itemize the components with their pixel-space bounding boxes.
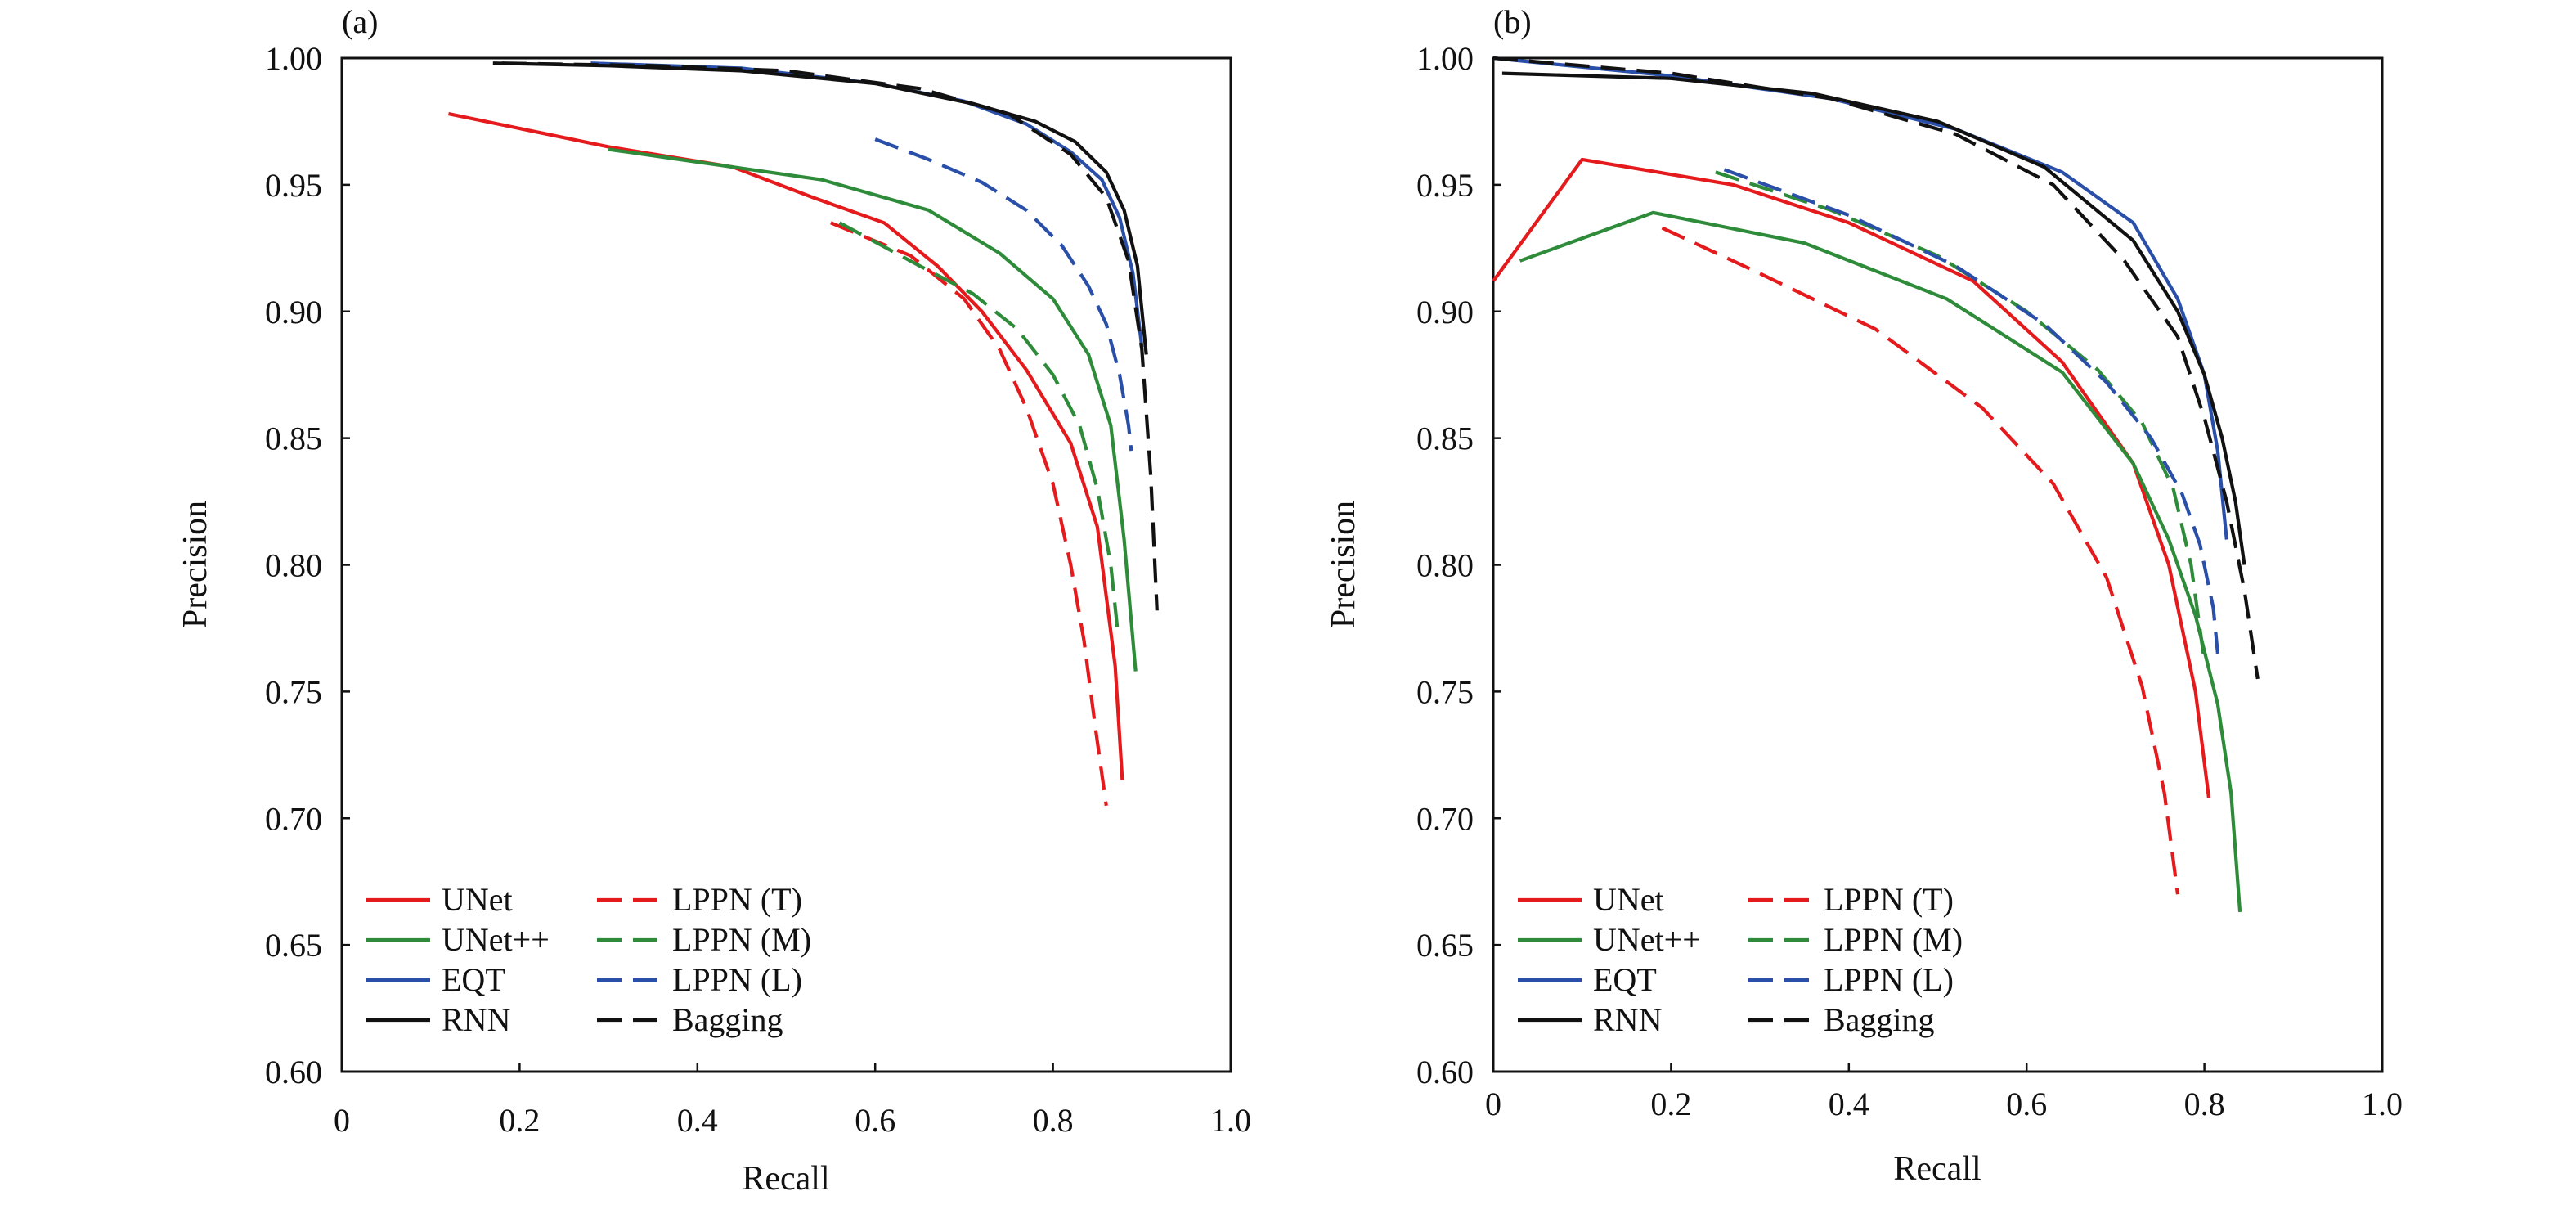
y-tick-label-b: 0.70: [1416, 800, 1474, 837]
legend-label-unet-a: UNet++: [442, 921, 550, 958]
y-tick-label-b: 0.95: [1416, 167, 1474, 204]
y-tick-label-b: 0.80: [1416, 547, 1474, 584]
y-tick-label-b: 0.60: [1416, 1054, 1474, 1090]
series-line-lppn-m-a: [838, 221, 1120, 634]
legend-label-lppn-l-a: LPPN (L): [672, 961, 802, 998]
panel-label-b: (b): [1493, 3, 1532, 40]
legend-label-bagging-b: Bagging: [1824, 1001, 1935, 1038]
panel-label-a: (a): [342, 3, 378, 40]
legend-label-lppn-t-b: LPPN (T): [1824, 881, 1954, 918]
legend-label-unet-b: UNet++: [1593, 921, 1701, 958]
x-tick-label-a: 0.8: [1033, 1102, 1074, 1139]
series-line-unet-b: [1492, 157, 2211, 798]
x-axis-title-a: Recall: [742, 1160, 829, 1198]
legend-label-unet-a: UNet: [442, 881, 513, 918]
x-tick-label-b: 0.6: [2006, 1086, 2047, 1122]
legend-label-unet-b: UNet: [1593, 881, 1664, 918]
series-line-bagging-b: [1492, 56, 2260, 680]
y-tick-label-a: 0.95: [265, 167, 322, 204]
y-axis-title-a: Precision: [177, 501, 214, 628]
legend-label-rnn-b: RNN: [1593, 1001, 1662, 1038]
series-line-lppn-t-b: [1661, 226, 2180, 895]
series-line-lppn-t-a: [830, 221, 1108, 807]
y-tick-label-b: 1.00: [1416, 40, 1474, 77]
y-tick-label-a: 0.80: [265, 547, 322, 584]
legend-label-lppn-t-a: LPPN (T): [672, 881, 802, 918]
ticks-a: 0.60 0.65 0.70 0.75 0.80 0.85 0.90 0.95 1.00 0 0.2…: [265, 40, 1251, 1139]
legend-label-eqt-a: EQT: [442, 961, 505, 998]
y-tick-label-a: 0.75: [265, 673, 322, 710]
x-tick-label-a: 0.6: [855, 1102, 895, 1139]
x-tick-label-b: 0.2: [1650, 1086, 1691, 1122]
legend-label-rnn-a: RNN: [442, 1001, 510, 1038]
y-tick-label-a: 0.70: [265, 800, 322, 837]
legend-label-lppn-m-b: LPPN (M): [1824, 921, 1963, 958]
series-line-unet-b: [1519, 210, 2242, 913]
y-tick-label-a: 1.00: [265, 40, 322, 77]
x-tick-label-b: 0: [1485, 1086, 1501, 1122]
y-tick-label-a: 0.90: [265, 294, 322, 330]
x-tick-label-b: 0.8: [2184, 1086, 2225, 1122]
panel-b: (b) 0.600.650.700.750.800.850.900.951.00…: [1325, 3, 2403, 1188]
legend-label-lppn-l-b: LPPN (L): [1824, 961, 1954, 998]
legend-label-bagging-a: Bagging: [672, 1001, 783, 1038]
x-tick-label-a: 0: [334, 1102, 350, 1139]
y-axis-title-b: Precision: [1325, 501, 1362, 628]
legend-label-eqt-b: EQT: [1593, 961, 1657, 998]
ticks-b: 0.60 0.65 0.70 0.75 0.80 0.85 0.90 0.95 1.00 0 0.2…: [1416, 40, 2403, 1122]
x-tick-label-a: 1.0: [1210, 1102, 1251, 1139]
y-tick-label-a: 0.60: [265, 1054, 322, 1090]
x-axis-title-b: Recall: [1893, 1150, 1981, 1188]
x-tick-label-a: 0.2: [499, 1102, 540, 1139]
series-layer-a: [447, 61, 1159, 807]
y-tick-label-b: 0.90: [1416, 294, 1474, 330]
y-tick-label-b: 0.75: [1416, 673, 1474, 710]
x-tick-label-b: 0.4: [1829, 1086, 1869, 1122]
series-layer-b: [1492, 56, 2260, 913]
y-tick-label-a: 0.65: [265, 927, 322, 964]
legend-label-lppn-m-a: LPPN (M): [672, 921, 811, 958]
series-line-bagging-a: [501, 61, 1159, 611]
panel-a: (a) 0.600.650.700.750.800.850.900.951.00…: [177, 3, 1251, 1198]
x-tick-label-b: 1.0: [2362, 1086, 2403, 1122]
y-tick-label-b: 0.65: [1416, 927, 1474, 964]
x-tick-label-a: 0.4: [677, 1102, 718, 1139]
series-line-unet-a: [608, 147, 1138, 672]
y-tick-label-b: 0.85: [1416, 420, 1474, 457]
series-line-lppn-l-b: [1723, 168, 2219, 654]
series-line-lppn-l-a: [874, 137, 1133, 452]
y-tick-label-a: 0.85: [265, 420, 322, 457]
